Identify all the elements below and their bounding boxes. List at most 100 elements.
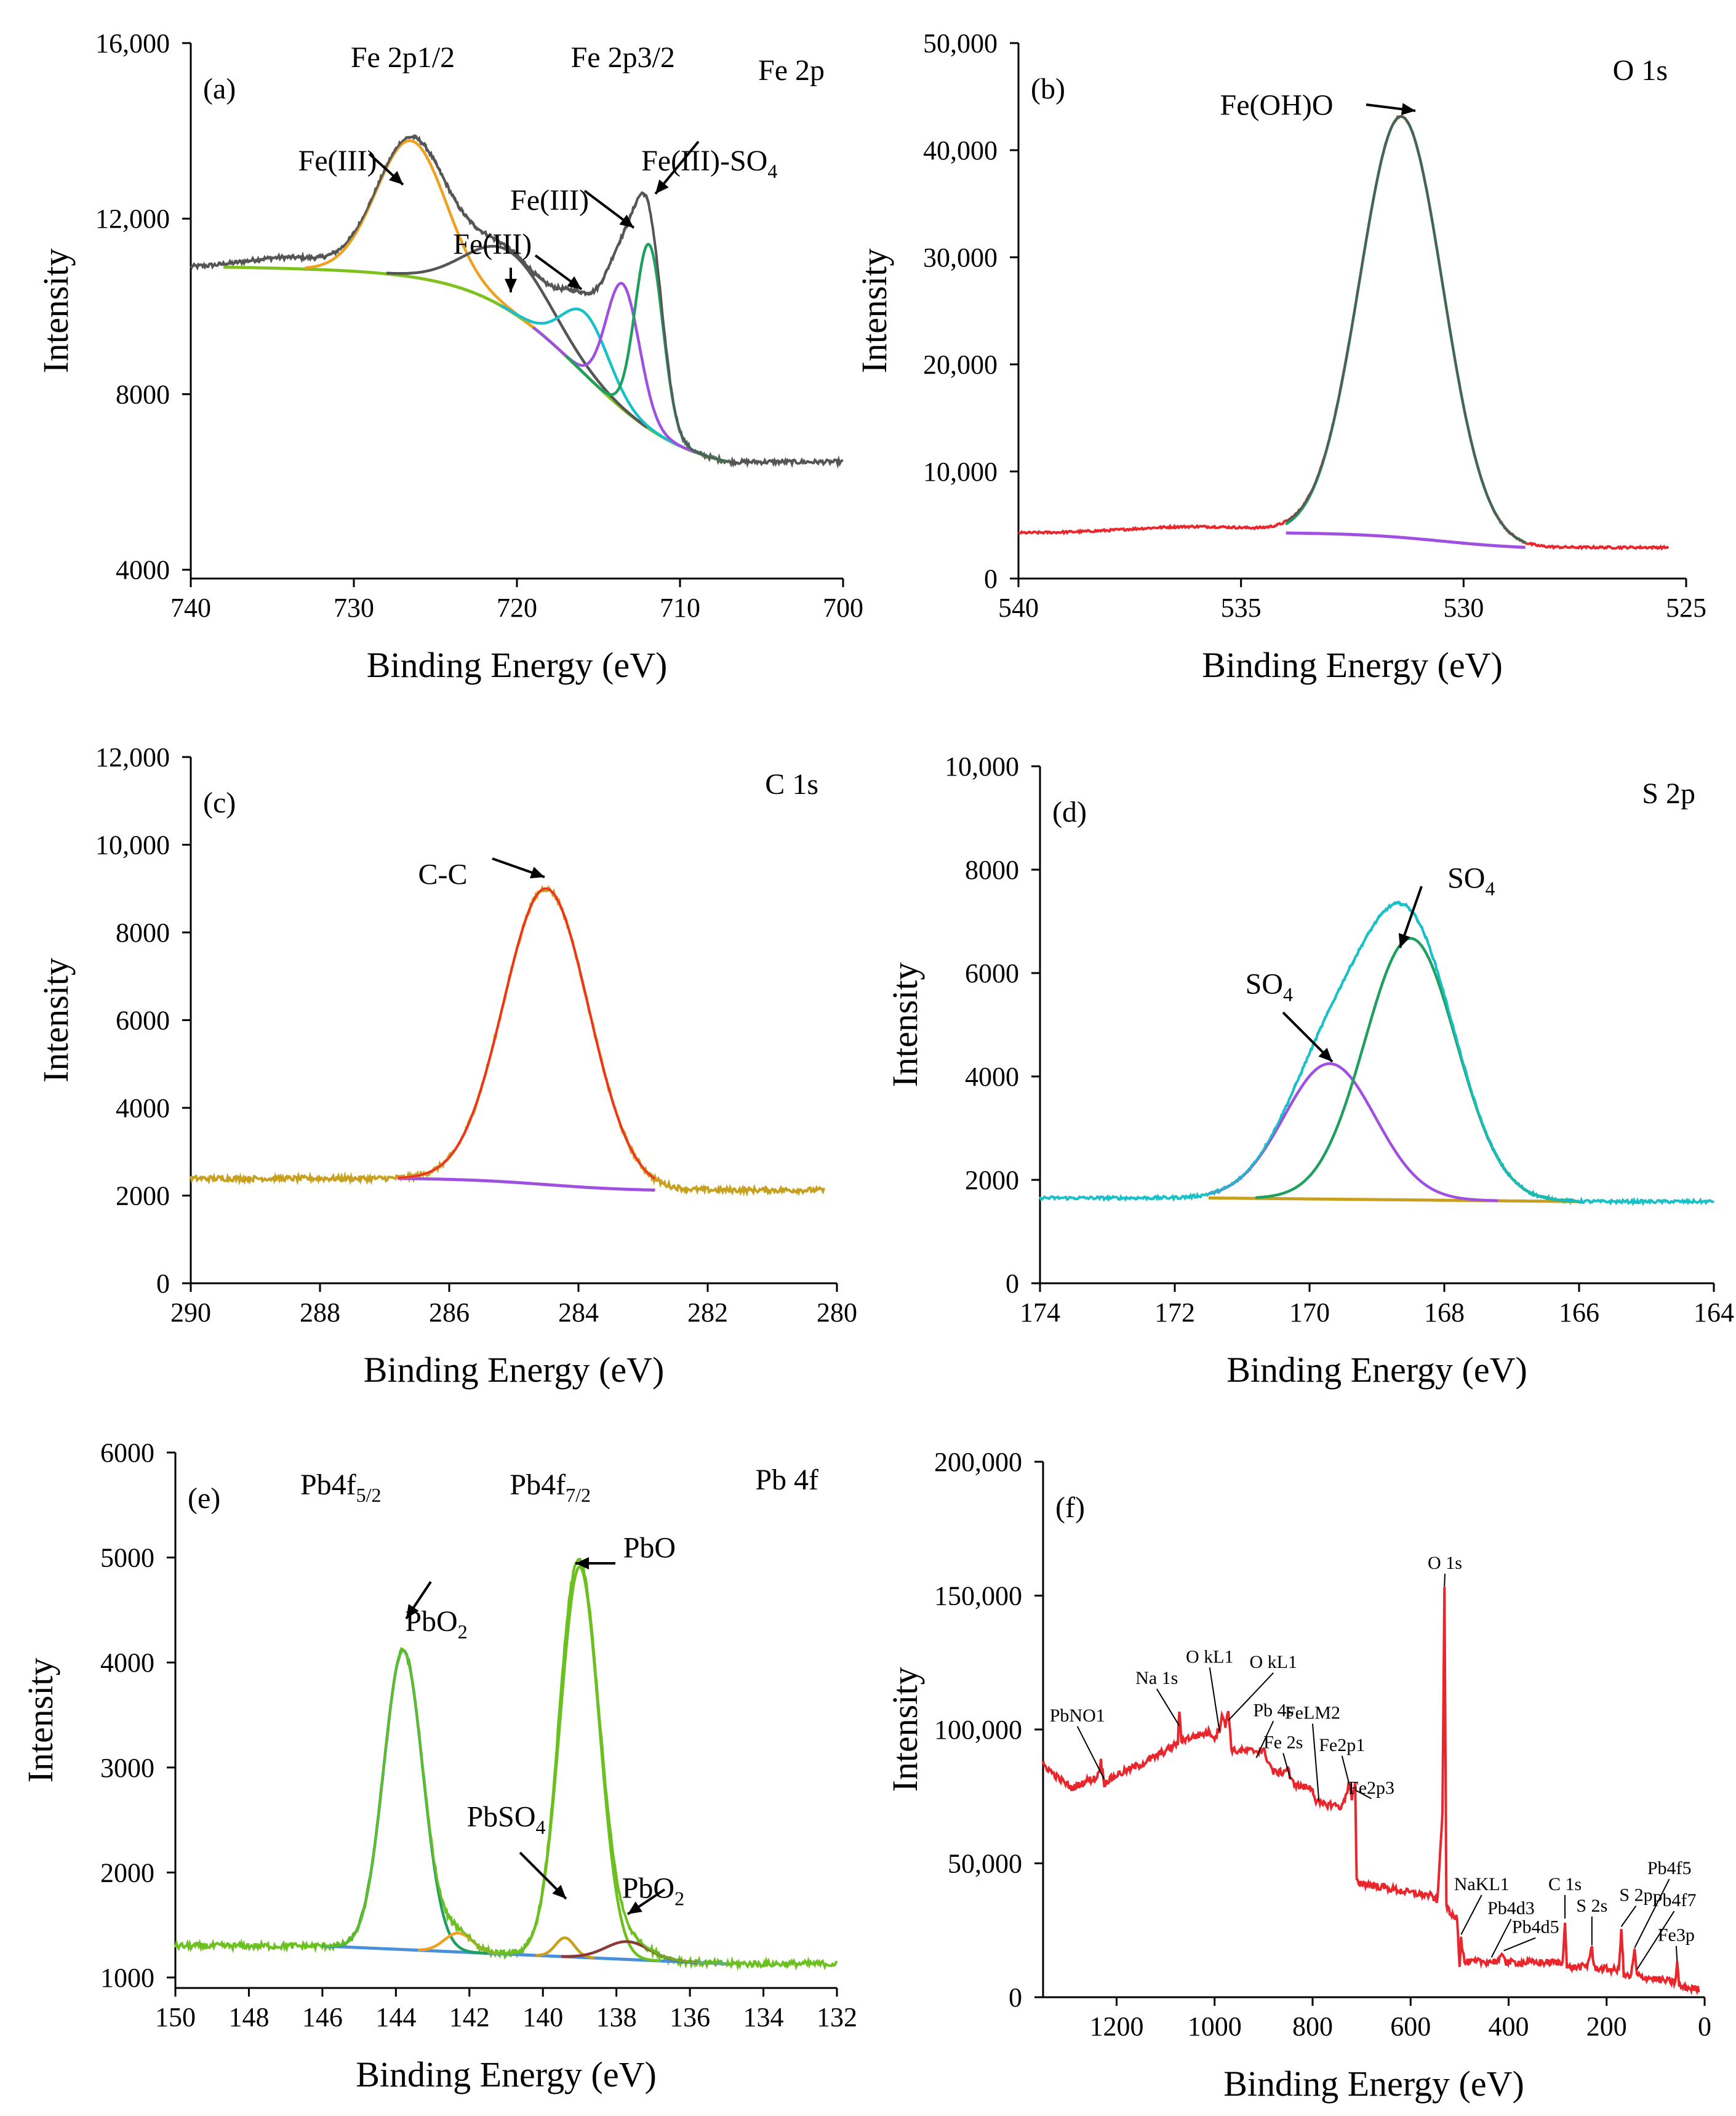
- series-survey: [1042, 1587, 1700, 1995]
- x-tick-label: 164: [1694, 1297, 1734, 1328]
- x-tick-label: 720: [497, 593, 537, 623]
- y-axis-label: Intensity: [854, 249, 894, 374]
- peak-label: S 2s: [1576, 1896, 1607, 1916]
- peak-label-leader: [1490, 1918, 1512, 1958]
- x-tick-label: 148: [228, 2002, 269, 2032]
- peak-label: PbNO1: [1050, 1705, 1105, 1726]
- y-tick-label: 12,000: [95, 204, 170, 234]
- peak-label: Pb4d5: [1512, 1917, 1559, 1938]
- x-tick-label: 1200: [1089, 2011, 1143, 2042]
- y-tick-label: 50,000: [948, 1849, 1022, 1879]
- y-tick-label: 2000: [100, 1858, 154, 1888]
- panel-label: (c): [203, 787, 236, 819]
- series-peak-1: [397, 887, 657, 1181]
- series-envelope: [1285, 115, 1526, 544]
- y-tick-label: 5000: [100, 1543, 154, 1573]
- peak-label: O 1s: [1428, 1553, 1462, 1573]
- panel-title: C 1s: [765, 768, 818, 801]
- y-axis-label: Intensity: [885, 963, 925, 1088]
- x-tick-label: 284: [558, 1297, 599, 1328]
- series-peak-2: [1255, 937, 1580, 1203]
- x-tick-label: 1000: [1188, 2011, 1242, 2042]
- panel-title: O 1s: [1613, 54, 1668, 87]
- y-axis-label: Intensity: [20, 1658, 60, 1783]
- annotation-arrow: [583, 190, 635, 229]
- annotation-arrow: [654, 140, 700, 195]
- x-tick-label: 730: [334, 593, 374, 623]
- x-tick-label: 280: [817, 1297, 857, 1328]
- y-tick-label: 10,000: [95, 830, 170, 860]
- annotation-arrow: [626, 1888, 666, 1915]
- chart-panel-d: 174 172 170 168 166 164 0 2000 4000 6000 8000 10,00…: [885, 751, 1734, 1390]
- peak-label: O kL1: [1250, 1652, 1298, 1672]
- peak-label: Pb4f5: [1647, 1858, 1692, 1878]
- peak-label-leader: [1354, 1789, 1372, 1800]
- series-envelope: [1208, 902, 1580, 1203]
- peak-label: NaKL1: [1454, 1874, 1510, 1894]
- y-axis-label: Intensity: [36, 958, 76, 1083]
- y-tick-label: 16,000: [95, 28, 170, 58]
- x-tick-label: 136: [670, 2002, 710, 2032]
- peak-label: Fe2p1: [1319, 1735, 1365, 1755]
- annotation-arrow: [405, 1581, 432, 1620]
- chart-panel-c: 290 288 286 284 282 280 0 2000 4000 6000 8000 10,00…: [36, 742, 857, 1390]
- chart-panel-f: 1200 1000 800 600 400 200 0 0 50,000 100,000 150,0…: [885, 1447, 1711, 2104]
- series-peak-3: [500, 304, 681, 447]
- peak-label-leader: [1620, 1905, 1637, 1927]
- x-tick-label: 600: [1390, 2011, 1431, 2042]
- x-tick-label: 700: [823, 593, 863, 623]
- peak-label-leader: [1282, 1753, 1292, 1780]
- y-tick-label: 150,000: [934, 1581, 1022, 1611]
- x-axis-label: Binding Energy (eV): [367, 645, 668, 685]
- panel-label: (f): [1055, 1491, 1085, 1524]
- axis-lines: [190, 757, 837, 1284]
- y-tick-label: 2000: [116, 1181, 170, 1211]
- series-peak-1: [1284, 115, 1527, 544]
- annotation-label: SO4: [1246, 968, 1293, 1006]
- x-tick-label: 146: [302, 2002, 343, 2032]
- x-tick-label: 142: [449, 2002, 490, 2032]
- annotation-label: C-C: [418, 859, 467, 891]
- series-peak-1: [322, 1649, 488, 1955]
- annotation-arrow: [575, 1557, 615, 1569]
- panel-title: Fe 2p: [758, 54, 825, 87]
- annotation-label: PbSO4: [466, 1800, 545, 1838]
- x-axis-label: Binding Energy (eV): [1223, 2064, 1524, 2104]
- y-tick-label: 0: [1009, 1982, 1022, 2013]
- annotation-label: Fe 2p3/2: [571, 41, 675, 74]
- series-peak-4: [532, 282, 697, 454]
- x-axis-label: Binding Energy (eV): [356, 2054, 657, 2094]
- x-tick-label: 286: [429, 1297, 470, 1328]
- peak-label: FeLM2: [1285, 1703, 1340, 1723]
- x-tick-label: 138: [596, 2002, 637, 2032]
- annotation-label: Fe(III)-SO4: [641, 145, 777, 182]
- annotation-arrow: [368, 153, 404, 186]
- y-tick-label: 6000: [965, 958, 1019, 988]
- y-tick-label: 8000: [965, 855, 1019, 885]
- x-tick-label: 144: [375, 2002, 416, 2032]
- series-background: [223, 265, 730, 463]
- x-tick-label: 132: [817, 2002, 857, 2032]
- peak-label: Fe3p: [1658, 1925, 1695, 1946]
- y-tick-label: 4000: [116, 1093, 170, 1123]
- x-tick-label: 174: [1020, 1297, 1060, 1328]
- peak-label-leader: [1156, 1688, 1180, 1726]
- series-raw-data: [174, 1557, 838, 1971]
- x-axis-label: Binding Energy (eV): [364, 1350, 665, 1390]
- y-tick-label: 2000: [965, 1165, 1019, 1195]
- axis-lines: [1039, 766, 1714, 1284]
- x-tick-label: 170: [1289, 1297, 1330, 1328]
- annotation-label: PbO: [623, 1532, 676, 1565]
- panel-label: (d): [1052, 796, 1087, 828]
- peak-label: S 2p: [1619, 1885, 1652, 1905]
- axis-lines: [174, 1453, 837, 1989]
- annotation-arrow: [1282, 1011, 1334, 1063]
- annotation-label: PbO2: [622, 1872, 684, 1909]
- x-tick-label: 740: [170, 593, 211, 623]
- x-tick-label: 0: [1698, 2011, 1711, 2042]
- chart-panel-b: 540 535 530 525 0 10,000 20,000 30,000 40,000 50,…: [854, 28, 1706, 685]
- axis-lines: [190, 43, 843, 580]
- chart-panel-e: 150 148 146 144 142 140 138 136 134 132 1000 2000 30…: [20, 1438, 857, 2094]
- y-axis-label: Intensity: [36, 249, 76, 374]
- y-tick-label: 12,000: [95, 742, 170, 772]
